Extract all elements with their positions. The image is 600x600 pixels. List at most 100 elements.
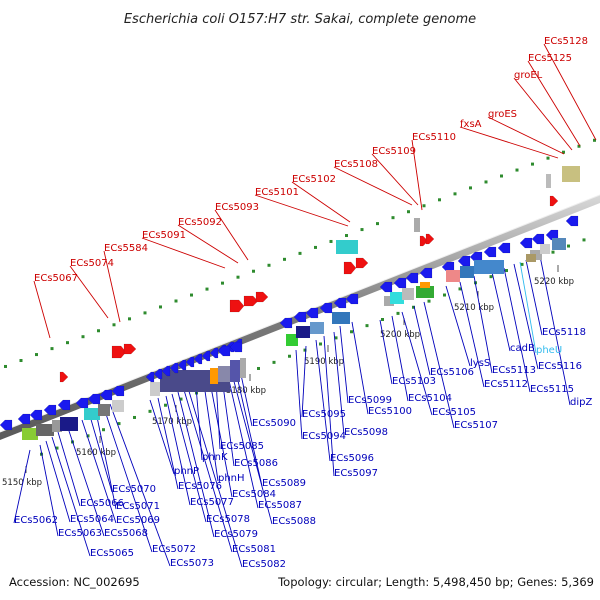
leader-line bbox=[323, 335, 335, 477]
gene-label: ECs5093 bbox=[215, 202, 259, 213]
gene-block bbox=[84, 408, 100, 420]
gene-label: cadB bbox=[510, 343, 535, 354]
genome-summary-text: Topology: circular; Length: 5,498,450 bp… bbox=[277, 575, 594, 589]
gene-label: ECs5103 bbox=[392, 376, 436, 387]
gene-block bbox=[526, 254, 536, 262]
gene-block bbox=[546, 174, 551, 188]
inner-track-dot bbox=[55, 446, 59, 450]
gene-label: ECs5118 bbox=[542, 327, 586, 338]
inner-track-dot bbox=[381, 318, 384, 322]
feature-glyphs bbox=[0, 166, 580, 440]
forward-gene-glyph bbox=[193, 353, 203, 365]
leader-line bbox=[177, 391, 215, 538]
inner-track-dot bbox=[257, 366, 260, 370]
forward-gene-glyph bbox=[169, 362, 179, 374]
track-dot bbox=[50, 347, 54, 351]
gene-label: ECs5100 bbox=[368, 406, 412, 417]
leader-line bbox=[81, 419, 117, 524]
leader-line bbox=[51, 436, 91, 557]
leader-line bbox=[254, 194, 349, 227]
gene-label: ECs5109 bbox=[372, 146, 416, 157]
leader-line bbox=[411, 139, 423, 211]
track-dot bbox=[438, 198, 441, 202]
track-dot bbox=[267, 263, 271, 267]
inner-track-dot bbox=[179, 397, 183, 401]
leader-line bbox=[149, 399, 175, 475]
forward-gene-glyph bbox=[483, 246, 497, 258]
gene-label: ECs5094 bbox=[302, 431, 346, 442]
inner-track-dot bbox=[443, 293, 446, 297]
leader-line bbox=[291, 181, 351, 223]
gene-label: ECs5110 bbox=[412, 132, 456, 143]
leader-line bbox=[333, 166, 413, 206]
track-dot bbox=[159, 305, 162, 309]
gene-label: ECs5079 bbox=[214, 529, 258, 540]
leader-line bbox=[423, 301, 455, 429]
leader-line bbox=[391, 315, 409, 402]
leader-line bbox=[401, 311, 433, 416]
gene-block bbox=[150, 382, 160, 396]
leader-line bbox=[473, 275, 493, 374]
leader-line bbox=[177, 224, 239, 264]
gene-block bbox=[420, 282, 430, 288]
label-leader-lines bbox=[13, 43, 597, 568]
gene-label: pheU bbox=[536, 345, 562, 356]
gene-label: ECs5098 bbox=[344, 427, 388, 438]
track-dot bbox=[376, 222, 379, 226]
track-dot bbox=[252, 269, 255, 273]
track-dot bbox=[66, 341, 69, 345]
gene-block bbox=[112, 400, 124, 412]
gene-label: ECs5088 bbox=[272, 516, 316, 527]
gene-label: ECs5086 bbox=[234, 458, 278, 469]
track-dot bbox=[329, 239, 333, 243]
reverse-gene-glyph bbox=[59, 371, 69, 383]
gene-label: ECs5071 bbox=[116, 501, 160, 512]
inner-track-dot bbox=[489, 275, 493, 279]
reverse-gene-glyph bbox=[549, 195, 559, 207]
track-dot bbox=[221, 281, 224, 285]
leader-line bbox=[525, 259, 543, 336]
forward-gene-glyph bbox=[17, 413, 31, 425]
feature-labels: ECs5067 ECs5074 ECs5584 ECs5091 ECs5092 ECs50… bbox=[14, 36, 592, 570]
leader-line bbox=[33, 280, 51, 339]
track-dot bbox=[174, 299, 178, 303]
leader-line bbox=[187, 387, 243, 568]
forward-gene-glyph bbox=[419, 267, 433, 279]
gene-block bbox=[336, 240, 358, 254]
track-dot bbox=[143, 311, 147, 315]
forward-gene-glyph bbox=[305, 307, 319, 319]
gene-label: dipZ bbox=[570, 397, 592, 408]
gene-label: ECs5104 bbox=[408, 393, 452, 404]
gene-label: ECs5084 bbox=[232, 489, 276, 500]
track-dot bbox=[531, 162, 534, 166]
leader-line bbox=[445, 285, 471, 367]
inner-track-dot bbox=[365, 324, 369, 328]
gene-label: ECs5108 bbox=[334, 159, 378, 170]
inner-track-dot bbox=[133, 415, 136, 419]
track-dot bbox=[205, 287, 209, 291]
inner-track-dot bbox=[458, 287, 462, 291]
track-dot bbox=[19, 359, 23, 363]
gene-label: ECs5068 bbox=[104, 528, 148, 539]
gene-label: ECs5113 bbox=[492, 365, 536, 376]
leader-line bbox=[214, 209, 249, 261]
gene-label: ECs5078 bbox=[206, 514, 250, 525]
gene-block bbox=[416, 286, 434, 298]
reverse-gene-glyph bbox=[343, 261, 357, 275]
track-dot bbox=[236, 275, 240, 279]
forward-gene-glyph bbox=[209, 347, 219, 359]
inner-track-dot bbox=[582, 238, 586, 242]
reverse-gene-glyph bbox=[243, 295, 259, 307]
gene-block bbox=[36, 424, 54, 436]
leader-line bbox=[89, 415, 113, 493]
gene-block bbox=[390, 292, 404, 304]
leader-line bbox=[103, 250, 121, 323]
forward-gene-glyph bbox=[531, 233, 545, 245]
leader-line bbox=[141, 237, 226, 269]
track-dot bbox=[345, 234, 348, 238]
forward-gene-glyph bbox=[153, 368, 163, 380]
gene-label: phnH bbox=[218, 473, 245, 484]
gene-label: ECs5128 bbox=[544, 36, 588, 47]
